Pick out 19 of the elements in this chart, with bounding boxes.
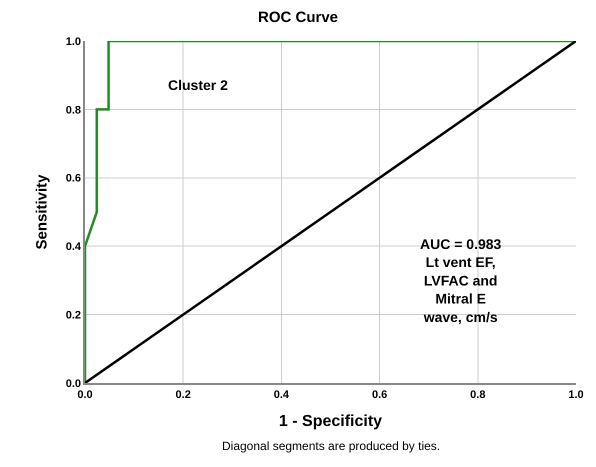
x-tick-label: 0.8 [470,388,486,401]
x-tick-label: 0.4 [274,388,290,401]
y-tick-label: 0.0 [66,378,82,390]
text: Diagonal segments are produced by ties. [222,439,440,453]
y-tick-label: 1.0 [66,36,82,48]
x-tick-label: 0.6 [372,388,388,401]
x-axis-title: 1 - Specificity [278,413,382,430]
y-tick-label: 0.2 [66,309,82,322]
line-series [85,41,576,383]
x-tick-label: 0.0 [77,388,93,401]
annotation: AUC = 0.983 Lt vent EF, LVFAC and Mitral E wave, cm/s [420,236,502,325]
chart-title: ROC Curve [258,9,338,26]
y-axis-title: Sensitivity [34,174,51,250]
y-tick-label: 0.4 [66,241,82,254]
x-tick-label: 1.0 [568,388,584,401]
x-tick-label: 0.2 [176,388,191,401]
y-tick-label: 0.6 [66,172,82,185]
annotation: Cluster 2 [168,77,228,93]
y-tick-label: 0.8 [66,104,82,116]
